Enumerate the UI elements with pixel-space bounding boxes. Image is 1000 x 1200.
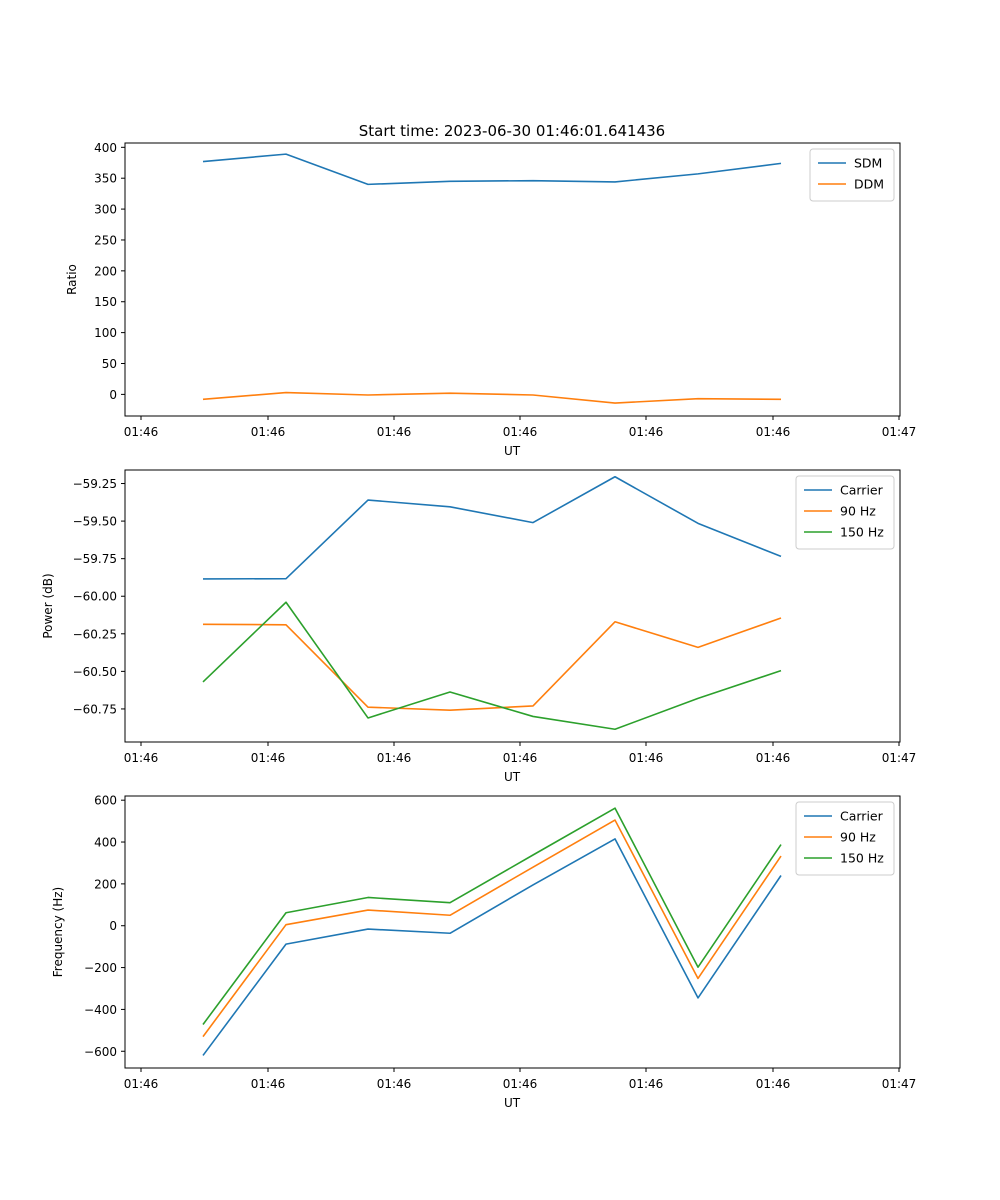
- x-tick-label: 01:47: [882, 425, 917, 439]
- x-tick-label: 01:46: [756, 751, 791, 765]
- y-axis-label: Frequency (Hz): [51, 887, 65, 978]
- x-tick-label: 01:46: [629, 751, 664, 765]
- y-tick-label: −60.75: [73, 702, 117, 716]
- series-line-carrier: [202, 838, 782, 1056]
- y-tick-label: −59.25: [73, 477, 117, 491]
- legend-entry: 150 Hz: [840, 851, 884, 866]
- series-line-90-hz: [202, 819, 782, 1038]
- axes-frame: [124, 795, 901, 1069]
- series-line-150-hz: [202, 807, 782, 1025]
- y-tick-label: 250: [94, 233, 117, 247]
- y-tick-label: 200: [94, 877, 117, 891]
- x-tick-label: 01:46: [503, 425, 538, 439]
- x-axis-label: UT: [504, 1096, 521, 1110]
- y-tick-label: −60.50: [73, 665, 117, 679]
- y-tick-label: 50: [102, 357, 117, 371]
- y-tick-label: 400: [94, 141, 117, 155]
- y-tick-label: −60.25: [73, 627, 117, 641]
- x-axis-label: UT: [504, 770, 521, 784]
- series-line-90-hz: [202, 617, 782, 711]
- x-tick-label: 01:47: [882, 751, 917, 765]
- x-tick-label: 01:46: [756, 1077, 791, 1091]
- x-tick-label: 01:46: [124, 751, 159, 765]
- legend-entry: 90 Hz: [840, 504, 876, 519]
- legend: Carrier 90 Hz 150 Hz: [795, 801, 895, 876]
- x-tick-label: 01:46: [503, 1077, 538, 1091]
- x-tick-label: 01:46: [251, 751, 286, 765]
- y-tick-label: −400: [84, 1003, 117, 1017]
- legend-entry: 150 Hz: [840, 525, 884, 540]
- legend-entry: Carrier: [840, 483, 884, 498]
- x-tick-label: 01:47: [882, 1077, 917, 1091]
- legend-entry: 90 Hz: [840, 830, 876, 845]
- x-tick-label: 01:46: [629, 425, 664, 439]
- x-tick-label: 01:46: [124, 1077, 159, 1091]
- x-tick-label: 01:46: [377, 1077, 412, 1091]
- y-axis-label: Power (dB): [41, 573, 55, 638]
- series-line-sdm: [202, 153, 782, 186]
- legend-entry: SDM: [854, 156, 882, 171]
- x-tick-label: 01:46: [629, 1077, 664, 1091]
- legend-entry: DDM: [854, 177, 884, 192]
- y-tick-label: 0: [109, 919, 117, 933]
- x-tick-label: 01:46: [377, 425, 412, 439]
- legend-box: [809, 148, 895, 202]
- y-tick-label: 100: [94, 326, 117, 340]
- x-tick-label: 01:46: [251, 425, 286, 439]
- y-tick-label: 0: [109, 388, 117, 402]
- y-tick-label: 400: [94, 836, 117, 850]
- x-tick-label: 01:46: [503, 751, 538, 765]
- x-axis-label: UT: [504, 444, 521, 458]
- y-axis-label: Ratio: [65, 264, 79, 295]
- legend: SDM DDM: [809, 148, 895, 202]
- y-tick-label: −60.00: [73, 590, 117, 604]
- x-tick-label: 01:46: [251, 1077, 286, 1091]
- x-tick-label: 01:46: [756, 425, 791, 439]
- chart-title: Start time: 2023-06-30 01:46:01.641436: [359, 122, 665, 140]
- series-line-carrier: [202, 475, 782, 580]
- chart-2: 01:46 01:46 01:46 01:46 01:46 01:46 01:47 UT −59…: [41, 469, 917, 784]
- chart-3: 01:46 01:46 01:46 01:46 01:46 01:46 01:47 UT −60…: [51, 794, 916, 1110]
- x-tick-label: 01:46: [124, 425, 159, 439]
- legend: Carrier 90 Hz 150 Hz: [795, 475, 895, 550]
- axes-frame: [124, 142, 901, 417]
- axes-frame: [124, 469, 901, 743]
- y-tick-label: −59.50: [73, 515, 117, 529]
- y-tick-label: 600: [94, 794, 117, 808]
- y-tick-label: 300: [94, 203, 117, 217]
- legend-box: [795, 801, 895, 876]
- series-line-150-hz: [202, 601, 782, 731]
- y-tick-label: −59.75: [73, 552, 117, 566]
- chart-1: 01:46 01:46 01:46 01:46 01:46 01:46 01:47 UT 0 50…: [65, 141, 916, 458]
- legend-entry: Carrier: [840, 809, 884, 824]
- x-tick-label: 01:46: [377, 751, 412, 765]
- y-tick-label: 150: [94, 295, 117, 309]
- y-tick-label: −600: [84, 1045, 117, 1059]
- y-tick-label: 350: [94, 172, 117, 186]
- y-tick-label: 200: [94, 264, 117, 278]
- series-line-ddm: [202, 391, 782, 404]
- legend-box: [795, 475, 895, 550]
- y-tick-label: −200: [84, 961, 117, 975]
